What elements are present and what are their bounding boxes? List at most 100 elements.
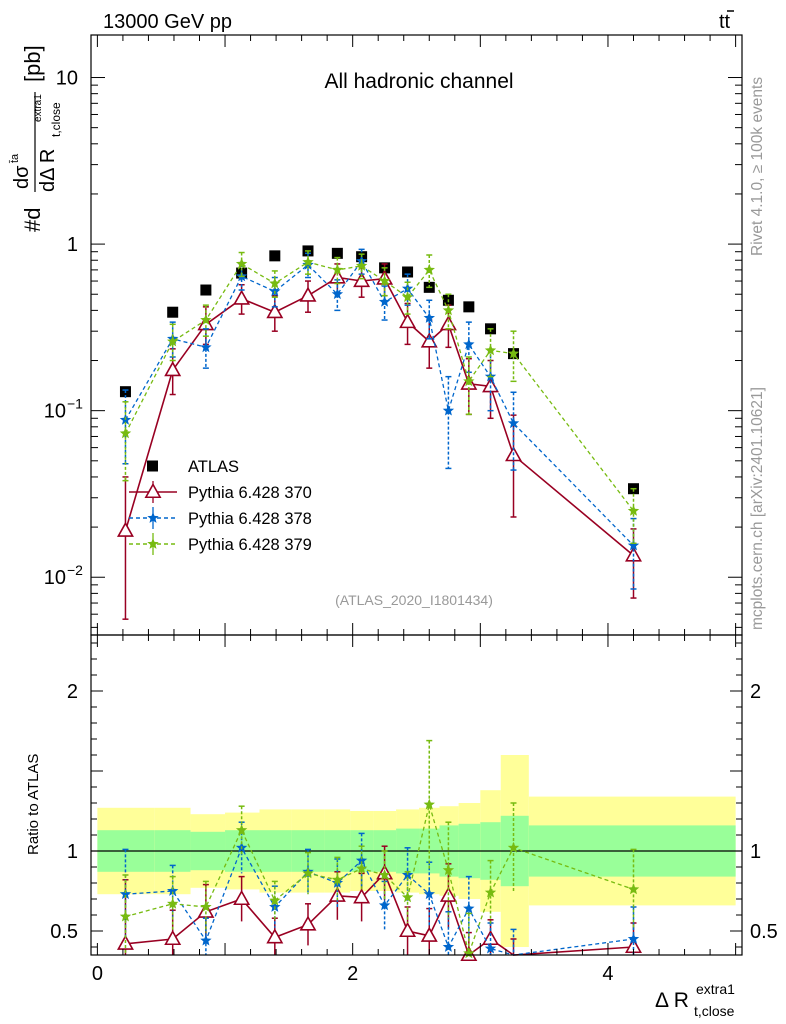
x-tick-label: 2: [347, 963, 358, 985]
data-point: [302, 256, 314, 267]
legend-marker: [147, 512, 159, 523]
ratio-point: [299, 915, 317, 931]
data-point: [484, 344, 497, 356]
x-title-sup: extra1: [696, 981, 735, 997]
ratio-point: [355, 854, 368, 866]
data-point: [167, 306, 179, 318]
data-point: [402, 266, 414, 278]
ratio-series-pythia-6-428-378: [119, 821, 640, 956]
ratio-point: [627, 933, 640, 944]
data-point: [200, 314, 212, 325]
data-point: [423, 312, 435, 323]
legend-label: Pythia 6.428 378: [188, 510, 312, 528]
mcplots-label: mcplots.cern.ch [arXiv:2401.10621]: [749, 387, 766, 630]
y-tick-label: 10: [56, 68, 78, 90]
ratio-point: [399, 921, 417, 938]
ratio-tick-label-right: 2: [750, 681, 761, 703]
ratio-tick-label-right: 0.5: [750, 921, 778, 943]
data-point: [331, 263, 344, 275]
data-point: [420, 332, 438, 348]
x-title-main: Δ R: [655, 989, 689, 1012]
y-tick-label: 10: [44, 567, 66, 589]
data-point: [299, 286, 317, 302]
data-point: [423, 263, 435, 275]
data-point: [164, 361, 182, 377]
data-point: [627, 504, 640, 516]
ratio-point: [378, 899, 391, 911]
legend-marker: [147, 538, 159, 549]
data-point: [269, 277, 281, 289]
data-point: [331, 247, 343, 259]
ratio-point: [378, 869, 391, 880]
data-point: [507, 347, 520, 359]
y-title-unit: [pb]: [20, 45, 45, 82]
rivet-label: Rivet 4.1.0, ≥ 100k events: [749, 77, 766, 256]
ratio-panel-frame: [90, 634, 743, 956]
data-point: [401, 291, 414, 302]
ratio-point: [420, 926, 438, 942]
ratio-point: [119, 888, 132, 900]
x-axis-title: Δ R extra1 t,close: [655, 981, 735, 1019]
data-point: [200, 341, 212, 353]
ratio-point: [484, 942, 497, 954]
data-point: [463, 301, 475, 313]
data-point: [463, 338, 475, 350]
y-tick-label: 10: [44, 401, 66, 423]
series-line: [124, 259, 634, 546]
y-axis-title: #d dσ t̄a dΔ R t,close extra1 [pb]: [9, 45, 63, 232]
ratio-panel-series: [116, 739, 642, 962]
ratio-point: [167, 885, 179, 896]
data-point: [353, 271, 371, 288]
series-pythia-6-428-370: [116, 263, 642, 620]
ratio-point: [164, 929, 182, 946]
data-point: [269, 250, 281, 262]
ratio-point: [401, 891, 414, 903]
data-point: [399, 312, 417, 329]
ratio-tick-label: 0.5: [50, 921, 78, 943]
ratio-point: [200, 934, 212, 946]
ratio-point: [442, 941, 455, 952]
plot-title: All hadronic channel: [324, 70, 513, 93]
ratio-point: [266, 928, 284, 944]
data-point: [200, 284, 212, 296]
legend-marker: [144, 482, 162, 499]
data-point: [355, 259, 368, 271]
data-point: [507, 417, 520, 429]
ratio-point: [233, 889, 251, 906]
y-title-denominator-sup: extra1: [33, 94, 44, 122]
ratio-point: [507, 841, 520, 853]
ratio-point: [269, 894, 281, 906]
data-point: [233, 289, 251, 305]
y-title-numerator: dσ: [11, 165, 33, 189]
ratio-point: [484, 886, 497, 898]
header-process-label: tt: [719, 10, 734, 33]
ratio-point: [331, 873, 344, 885]
ratio-axis-title: Ratio to ATLAS: [25, 754, 42, 855]
y-tick-label: 1: [67, 234, 78, 256]
ratio-point: [167, 897, 179, 909]
ratio-point: [423, 798, 435, 810]
data-point: [439, 315, 457, 331]
ratio-point: [235, 824, 248, 836]
x-tick-label: 4: [602, 963, 613, 985]
ratio-point: [353, 888, 371, 904]
data-point: [266, 303, 284, 319]
analysis-label: (ATLAS_2020_I1801434): [335, 592, 493, 608]
legend-marker-atlas: [147, 460, 158, 472]
data-point: [235, 257, 248, 269]
y-tick-exponent: −2: [67, 562, 83, 578]
x-tick-label: 0: [92, 963, 103, 985]
ratio-point: [355, 862, 368, 874]
ratio-line: [125, 802, 634, 956]
data-point: [442, 304, 455, 316]
data-point: [378, 275, 391, 286]
y-tick-exponent: −1: [67, 396, 83, 412]
legend-label: Pythia 6.428 379: [188, 536, 312, 554]
ratio-point: [463, 902, 475, 914]
data-point: [442, 404, 455, 416]
ratio-line: [125, 871, 634, 957]
ratio-point: [302, 867, 314, 879]
series-line: [124, 261, 635, 512]
